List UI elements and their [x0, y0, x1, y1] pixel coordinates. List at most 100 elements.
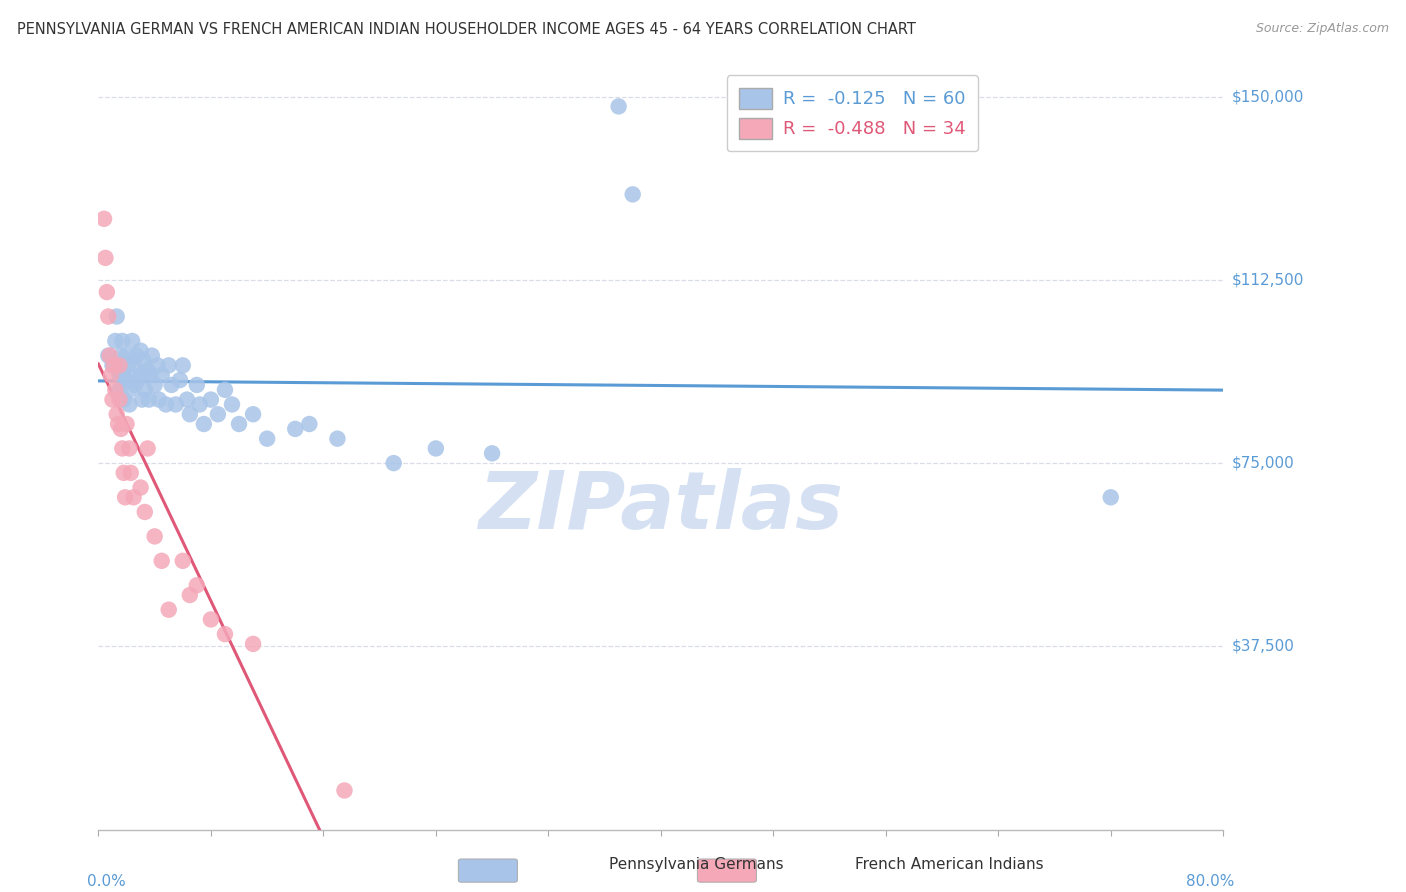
Point [382, 456, 405, 470]
Point [150, 368, 173, 383]
Text: French American Indians: French American Indians [855, 857, 1043, 872]
Point [134, 383, 156, 397]
Point [108, 359, 131, 373]
Point [117, 359, 139, 373]
Text: 80.0%: 80.0% [1187, 873, 1234, 888]
Point [101, 359, 124, 373]
Point [207, 407, 229, 421]
Point [110, 349, 132, 363]
Point [105, 407, 128, 421]
Point [132, 353, 155, 368]
Point [160, 378, 183, 392]
Point [127, 373, 149, 387]
Point [121, 334, 143, 348]
Point [169, 373, 191, 387]
Point [94, 251, 117, 265]
Point [108, 392, 131, 407]
Point [112, 368, 135, 383]
Point [200, 612, 222, 626]
Point [326, 432, 349, 446]
Point [118, 442, 141, 456]
Text: PENNSYLVANIA GERMAN VS FRENCH AMERICAN INDIAN HOUSEHOLDER INCOME AGES 45 - 64 YE: PENNSYLVANIA GERMAN VS FRENCH AMERICAN I… [17, 22, 915, 37]
Point [150, 554, 173, 568]
Point [228, 417, 250, 431]
Point [621, 187, 644, 202]
Text: ZIPatlas: ZIPatlas [478, 468, 844, 547]
Text: $37,500: $37,500 [1232, 639, 1295, 654]
Point [143, 529, 166, 543]
Point [172, 554, 194, 568]
Point [115, 417, 138, 431]
Point [111, 442, 134, 456]
Point [93, 211, 115, 226]
Point [481, 446, 503, 460]
Point [256, 432, 278, 446]
Point [112, 466, 135, 480]
Point [186, 378, 208, 392]
Point [104, 383, 127, 397]
Point [193, 417, 215, 431]
Point [242, 407, 264, 421]
Point [146, 359, 169, 373]
Point [118, 397, 141, 411]
Point [186, 578, 208, 592]
Point [118, 383, 141, 397]
Text: Pennsylvania Germans: Pennsylvania Germans [609, 857, 783, 872]
Point [131, 392, 153, 407]
Point [122, 359, 145, 373]
Text: $75,000: $75,000 [1232, 456, 1295, 471]
Point [125, 349, 148, 363]
Point [200, 392, 222, 407]
Point [122, 491, 145, 505]
Point [103, 359, 125, 373]
Point [157, 359, 180, 373]
Point [97, 349, 120, 363]
Point [179, 588, 201, 602]
Point [120, 466, 142, 480]
Point [107, 417, 129, 431]
Point [129, 481, 152, 495]
Point [136, 363, 159, 377]
Point [105, 310, 128, 324]
Point [115, 373, 138, 387]
Point [97, 310, 120, 324]
Point [129, 368, 152, 383]
Point [115, 349, 138, 363]
Point [141, 349, 163, 363]
Text: $150,000: $150,000 [1232, 89, 1303, 104]
Point [104, 334, 127, 348]
Point [143, 378, 166, 392]
Point [214, 383, 236, 397]
Text: 0.0%: 0.0% [87, 873, 127, 888]
Point [139, 368, 162, 383]
Point [108, 368, 131, 383]
Point [111, 334, 134, 348]
Point [176, 392, 198, 407]
Point [124, 378, 146, 392]
Point [110, 422, 132, 436]
Point [136, 442, 159, 456]
Point [100, 368, 122, 383]
Point [98, 349, 121, 363]
Point [179, 407, 201, 421]
Point [134, 505, 156, 519]
Point [114, 491, 136, 505]
Point [108, 383, 131, 397]
Point [188, 397, 211, 411]
Legend: R =  -0.125   N = 60, R =  -0.488   N = 34: R = -0.125 N = 60, R = -0.488 N = 34 [727, 75, 979, 152]
Point [425, 442, 447, 456]
Point [172, 359, 194, 373]
Point [155, 397, 177, 411]
Point [112, 392, 135, 407]
Point [221, 397, 243, 411]
Point [129, 343, 152, 358]
Point [157, 603, 180, 617]
Point [298, 417, 321, 431]
Point [96, 285, 118, 299]
Point [165, 397, 187, 411]
Text: $112,500: $112,500 [1232, 272, 1303, 287]
Point [148, 392, 170, 407]
Text: Source: ZipAtlas.com: Source: ZipAtlas.com [1256, 22, 1389, 36]
Point [1099, 491, 1122, 505]
Point [607, 99, 630, 113]
